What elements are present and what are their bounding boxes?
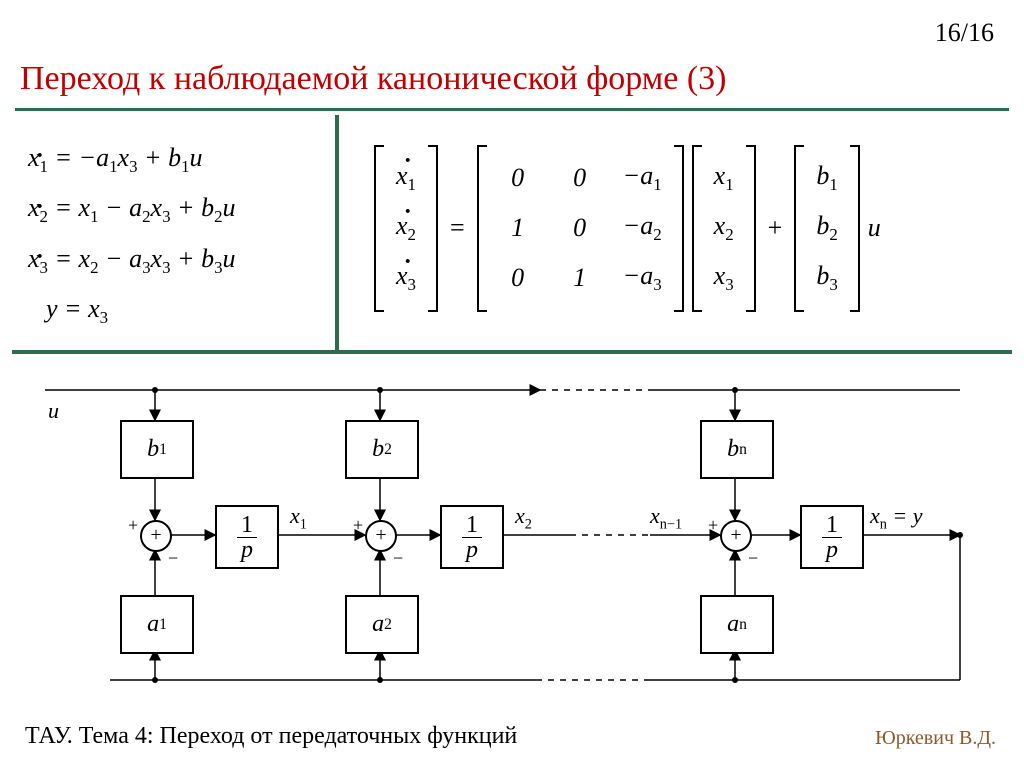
- sign-minus-1: −: [168, 548, 178, 569]
- u-scalar: u: [868, 213, 881, 243]
- block-an: an: [700, 595, 774, 654]
- label-x1: x1: [290, 503, 307, 533]
- state-equations: x1 = −a1x3 + b1u x2 = x1 − a2x3 + b2u x3…: [28, 133, 236, 334]
- integrator-n: 1p: [800, 505, 864, 569]
- label-xnm1: xn−1: [650, 503, 682, 533]
- block-a1: a1: [120, 595, 194, 654]
- sign-plus-1: +: [128, 515, 138, 536]
- sign-minus-n: −: [748, 548, 758, 569]
- vertical-divider: [335, 115, 339, 350]
- x-vector: x1 x2 x3: [692, 145, 756, 312]
- block-a2: a2: [345, 595, 419, 654]
- B-vector: b1 b2 b3: [794, 145, 859, 312]
- page-number: 16/16: [935, 18, 994, 48]
- output-label: xn = y: [870, 503, 923, 533]
- rule-mid: [12, 350, 1012, 354]
- rule-top: [15, 108, 1009, 111]
- plus: +: [768, 213, 783, 243]
- page-title: Переход к наблюдаемой канонической форме…: [20, 60, 726, 98]
- integrator-1: 1p: [215, 505, 279, 569]
- block-b2: b2: [345, 420, 419, 479]
- sign-plus-n: +: [708, 515, 718, 536]
- xdot-vector: x1 x2 x3: [374, 145, 438, 312]
- equals: =: [450, 213, 465, 243]
- sign-minus-2: −: [393, 548, 403, 569]
- block-bn: bn: [700, 420, 774, 479]
- matrix-equation: x1 x2 x3 = 0 1 0 0 0 1 −a1 −a2 −a3: [370, 145, 881, 312]
- footer-text: ТАУ. Тема 4: Переход от передаточных фун…: [25, 723, 517, 750]
- block-b1: b1: [120, 420, 194, 479]
- input-label: u: [48, 398, 59, 424]
- author-text: Юркевич В.Д.: [875, 727, 996, 750]
- integrator-2: 1p: [440, 505, 504, 569]
- equations-area: x1 = −a1x3 + b1u x2 = x1 − a2x3 + b2u x3…: [0, 115, 1024, 350]
- label-x2: x2: [515, 503, 532, 533]
- block-diagram: u b1 b2 bn + + − + + − + + − 1p 1p 1p x1…: [0, 370, 1024, 700]
- A-matrix: 0 1 0 0 0 1 −a1 −a2 −a3: [477, 145, 684, 312]
- sign-plus-2: +: [353, 515, 363, 536]
